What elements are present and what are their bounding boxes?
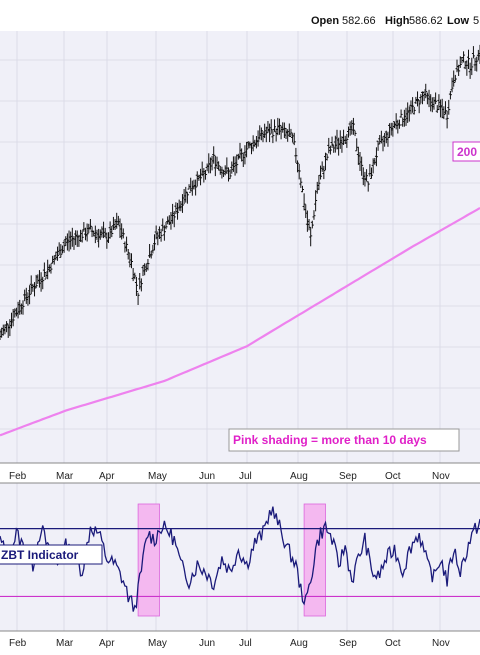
price-panel [0,31,480,463]
month-label-mar: Mar [56,471,74,482]
note-box: Pink shading = more than 10 days [229,429,459,451]
month-label-aug: Aug [290,471,308,482]
month-label-aug: Aug [290,638,308,649]
month-label-may: May [148,638,167,649]
high-value: 586.62 [409,15,443,27]
month-label-nov: Nov [432,638,450,649]
ma-label-box: 200 [453,142,480,161]
month-label-mar: Mar [56,638,74,649]
low-label: Low [447,15,469,27]
month-label-sep: Sep [339,471,357,482]
open-value: 582.66 [342,15,376,27]
shading-note: Pink shading = more than 10 days [233,433,427,447]
high-label: High [385,15,410,27]
ma-label: 200 [457,145,477,159]
low-value: 5 [473,15,479,27]
month-label-jul: Jul [239,471,252,482]
month-label-oct: Oct [385,471,401,482]
month-label-may: May [148,471,167,482]
month-label-sep: Sep [339,638,357,649]
month-label-feb: Feb [9,471,27,482]
month-label-feb: Feb [9,638,27,649]
month-label-apr: Apr [99,471,115,482]
month-label-jul: Jul [239,638,252,649]
month-label-jun: Jun [199,471,215,482]
month-label-oct: Oct [385,638,401,649]
ohlc-header: Open 582.66 High 586.62 Low 5 [311,15,479,27]
month-label-jun: Jun [199,638,215,649]
open-label: Open [311,15,339,27]
indicator-label-box: ZBT Indicator [0,545,102,564]
indicator-label: ZBT Indicator [1,548,79,562]
shaded-period [138,504,159,616]
month-label-nov: Nov [432,471,450,482]
month-label-apr: Apr [99,638,115,649]
